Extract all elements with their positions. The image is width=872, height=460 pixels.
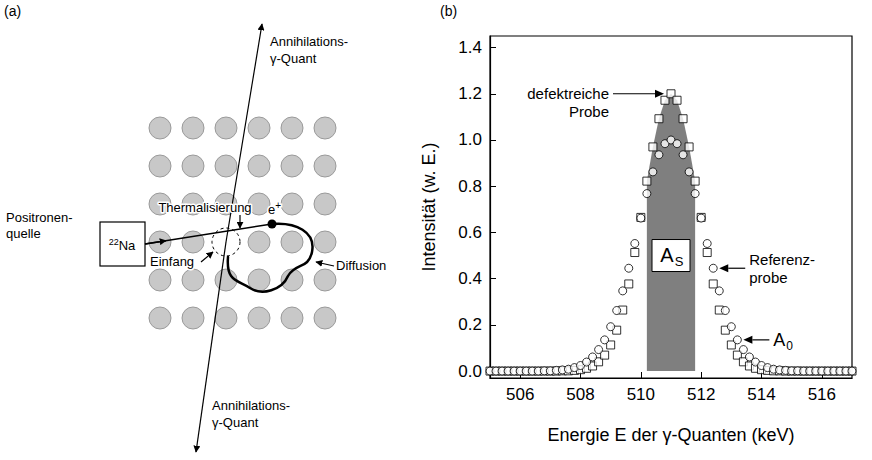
svg-text:e+: e+ — [268, 200, 281, 217]
svg-text:510: 510 — [627, 385, 655, 404]
svg-text:0.6: 0.6 — [458, 223, 482, 242]
svg-text:Annihilations-: Annihilations- — [270, 34, 348, 49]
svg-text:(b): (b) — [440, 3, 457, 19]
svg-text:probe: probe — [749, 269, 787, 286]
svg-text:Positronen-: Positronen- — [6, 210, 72, 225]
svg-text:0.0: 0.0 — [458, 362, 482, 381]
svg-text:514: 514 — [747, 385, 775, 404]
svg-text:506: 506 — [506, 385, 534, 404]
svg-text:γ-Quant: γ-Quant — [212, 415, 259, 430]
svg-text:512: 512 — [687, 385, 715, 404]
svg-text:0: 0 — [786, 339, 793, 353]
svg-text:1.2: 1.2 — [458, 84, 482, 103]
svg-text:1.0: 1.0 — [458, 130, 482, 149]
svg-text:516: 516 — [808, 385, 836, 404]
svg-text:A: A — [773, 330, 785, 350]
svg-text:0.8: 0.8 — [458, 177, 482, 196]
svg-text:quelle: quelle — [6, 226, 41, 241]
svg-text:0.2: 0.2 — [458, 315, 482, 334]
svg-text:A: A — [660, 244, 674, 266]
svg-text:Probe: Probe — [569, 103, 609, 120]
svg-text:Intensität (w. E.): Intensität (w. E.) — [419, 142, 439, 271]
svg-text:Diffusion: Diffusion — [336, 258, 386, 273]
svg-text:Einfang: Einfang — [150, 254, 194, 269]
svg-text:0.4: 0.4 — [458, 269, 482, 288]
svg-text:S: S — [675, 254, 684, 269]
svg-text:Energie E der γ-Quanten (keV): Energie E der γ-Quanten (keV) — [547, 425, 794, 445]
svg-text:(a): (a) — [4, 3, 21, 19]
svg-text:1.4: 1.4 — [458, 38, 482, 57]
svg-text:Annihilations-: Annihilations- — [212, 398, 290, 413]
svg-text:508: 508 — [566, 385, 594, 404]
svg-text:Thermalisierung: Thermalisierung — [158, 200, 251, 215]
svg-text:γ-Quant: γ-Quant — [270, 51, 317, 66]
svg-text:22Na: 22Na — [109, 237, 136, 253]
svg-text:Referenz-: Referenz- — [749, 251, 815, 268]
svg-text:defektreiche: defektreiche — [527, 85, 609, 102]
